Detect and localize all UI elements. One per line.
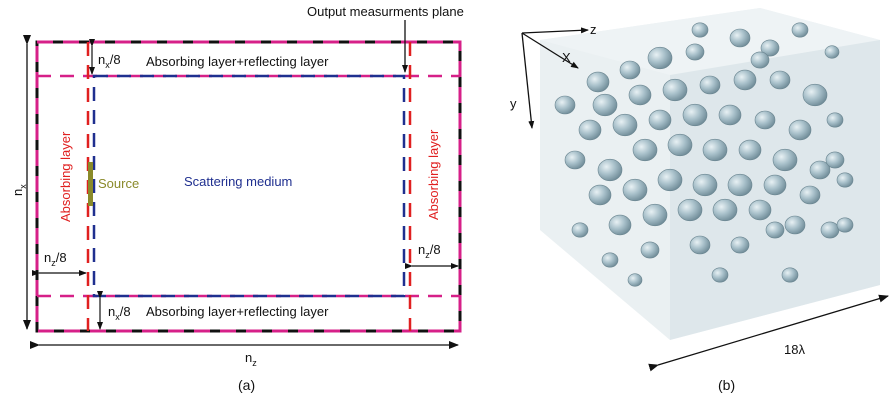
scatterer-blob — [760, 39, 780, 57]
scattering-medium-box — [92, 74, 406, 298]
scatterer-blob — [769, 70, 791, 90]
dim-nx-label: nx — [10, 184, 28, 196]
scatterer-blob — [836, 172, 854, 188]
scatterer-blob — [733, 69, 757, 91]
scatterer-blob — [788, 119, 812, 141]
dim-nx8-top-label: nx/8 — [98, 52, 121, 70]
scale-arrow — [648, 294, 889, 372]
source-bar — [88, 162, 93, 206]
scatterer-blob — [554, 95, 576, 115]
dim-nx8-bottom-label: nx/8 — [108, 304, 131, 322]
scatterer-blob — [738, 139, 762, 161]
dim-nz8-right-label: nz/8 — [418, 242, 441, 260]
caption-a: (a) — [238, 377, 255, 393]
scatterer-blob — [691, 22, 709, 38]
scatterer-blob — [824, 45, 840, 59]
scatterer-blob — [597, 158, 623, 182]
scatterer-blob — [809, 160, 831, 180]
axis-x-arrow — [521, 32, 579, 69]
scatterer-blob — [612, 113, 638, 137]
scatterer-blob — [564, 150, 586, 170]
scatterer-blob — [628, 84, 652, 106]
scale-label: 18λ — [784, 342, 805, 357]
scatterer-blob — [748, 199, 772, 221]
scatterer-blob — [601, 252, 619, 268]
axis-y-label: y — [510, 96, 517, 111]
panel-b: z X y 18λ (b) — [510, 8, 889, 393]
scatterer-blob — [727, 173, 753, 197]
scatterer-blob — [836, 217, 854, 233]
scatterer-blob — [699, 75, 721, 95]
scatterer-blob — [642, 203, 668, 227]
scatterer-blob — [677, 198, 703, 222]
scatterer-blob — [791, 22, 809, 38]
bottom-layer-label: Absorbing layer+reflecting layer — [146, 304, 329, 319]
scatterer-blob — [784, 215, 806, 235]
scatterer-blob — [571, 222, 589, 238]
scatterer-blob — [662, 78, 688, 102]
scatterer-blob — [826, 112, 844, 128]
scatterer-blob — [667, 133, 693, 157]
scatterer-blob — [825, 151, 845, 169]
scatterer-blob — [608, 214, 632, 236]
axis-x-label: X — [562, 50, 571, 65]
scatterer-blob — [729, 28, 751, 48]
scatterer-blob — [702, 138, 728, 162]
scatterer-blob — [592, 93, 618, 117]
left-layer-label: Absorbing layer — [58, 131, 73, 222]
scatterer-blob — [802, 83, 828, 107]
scatterer-blob — [754, 110, 776, 130]
scatterer-blob — [765, 221, 785, 239]
scatterer-blob — [647, 46, 673, 70]
scatterer-blob — [640, 241, 660, 259]
scatterer-blob — [730, 236, 750, 254]
scatterer-blob — [763, 174, 787, 196]
outer-boundary-dash — [35, 40, 462, 333]
scatterer-blob — [657, 168, 683, 192]
scatterer-blob — [632, 138, 658, 162]
scatterer-blob — [799, 185, 821, 205]
axis-z-arrow — [521, 27, 589, 34]
scatterer-blob — [648, 109, 672, 131]
scatterer-blob — [772, 148, 798, 172]
scatterer-blob — [711, 267, 729, 283]
source-label: Source — [98, 176, 139, 191]
output-plane-label: Output measurments plane — [307, 4, 464, 19]
scatterer-blob — [750, 51, 770, 69]
scatterer-blob — [820, 221, 840, 239]
scatterer-blob — [685, 43, 705, 61]
dim-nz8-left-label: nz/8 — [44, 250, 67, 268]
scatterer-blob — [578, 119, 602, 141]
medium-label: Scattering medium — [184, 174, 292, 189]
scatterer-blob — [586, 71, 610, 93]
scatterer-blob — [619, 60, 641, 80]
scatterer-blob — [718, 104, 742, 126]
scatterer-blob — [627, 273, 643, 287]
right-layer-label: Absorbing layer — [426, 129, 441, 220]
scatterer-blob — [689, 235, 711, 255]
panel-a: Output measurments plane nx/8 Absorbing … — [10, 4, 464, 393]
caption-b: (b) — [718, 377, 735, 393]
axis-y-arrow — [521, 32, 535, 129]
top-layer-label: Absorbing layer+reflecting layer — [146, 54, 329, 69]
scatterer-blob — [781, 267, 799, 283]
scatterer-blob — [622, 178, 648, 202]
scatterer-blob — [682, 103, 708, 127]
scatterer-blob — [692, 173, 718, 197]
scatterer-cluster — [554, 22, 854, 287]
scatterer-blob — [588, 184, 612, 206]
axis-z-label: z — [590, 22, 597, 37]
dim-nz-label: nz — [245, 350, 257, 368]
scatterer-blob — [712, 198, 738, 222]
